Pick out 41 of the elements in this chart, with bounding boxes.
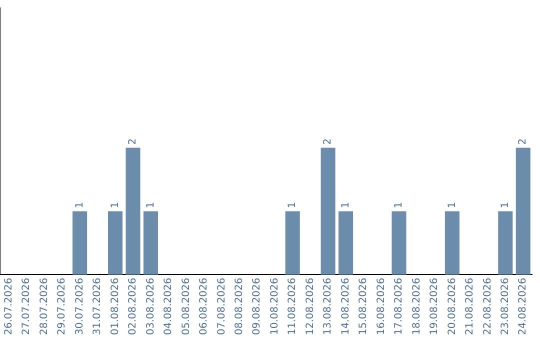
data-label: 1 [145, 202, 156, 208]
x-tick-label: 02.08.2026 [128, 278, 139, 336]
x-tick-label: 16.08.2026 [376, 278, 387, 336]
x-tick-label: 28.07.2026 [38, 278, 50, 336]
x-tick-label: 15.08.2026 [358, 278, 370, 336]
x-tick-label: 22.08.2026 [482, 278, 494, 336]
data-label: 1 [287, 202, 298, 208]
x-tick-label: 31.07.2026 [92, 278, 104, 336]
data-label: 2 [322, 138, 334, 145]
x-tick-label: 14.08.2026 [340, 278, 352, 336]
x-tick-label: 05.08.2026 [180, 278, 192, 336]
x-tick-label: 17.08.2026 [394, 278, 405, 336]
data-label: 1 [110, 202, 121, 208]
x-tick-label: 30.07.2026 [74, 278, 86, 336]
x-tick-label: 01.08.2026 [110, 278, 121, 336]
data-label: 1 [500, 202, 511, 208]
data-label: 1 [340, 202, 352, 208]
x-tick-label: 24.08.2026 [518, 278, 529, 336]
x-tick-label: 20.08.2026 [446, 278, 458, 336]
data-label: 1 [74, 202, 86, 208]
x-tick-label: 29.07.2026 [56, 278, 68, 336]
x-tick-label: 23.08.2026 [500, 278, 511, 336]
x-tick-label: 12.08.2026 [304, 278, 316, 336]
data-label: 2 [518, 138, 529, 145]
data-label: 2 [128, 138, 139, 145]
x-tick-label: 26.07.2026 [3, 278, 14, 336]
x-tick-label: 09.08.2026 [252, 278, 263, 336]
x-tick-label: 11.08.2026 [287, 278, 298, 336]
x-tick-label: 03.08.2026 [145, 278, 156, 336]
x-tick-label: 04.08.2026 [163, 278, 174, 336]
x-tick-label: 21.08.2026 [464, 278, 476, 336]
data-label: 1 [394, 202, 405, 208]
x-tick-label: 27.07.2026 [21, 278, 32, 336]
x-tick-label: 18.08.2026 [411, 278, 422, 336]
data-label: 1 [446, 202, 458, 208]
x-tick-label: 13.08.2026 [322, 278, 334, 336]
x-tick-label: 06.08.2026 [198, 278, 210, 336]
x-tick-label: 19.08.2026 [429, 278, 440, 336]
x-tick-label: 08.08.2026 [234, 278, 245, 336]
x-tick-label: 07.08.2026 [216, 278, 228, 336]
x-tick-label: 10.08.2026 [269, 278, 280, 336]
